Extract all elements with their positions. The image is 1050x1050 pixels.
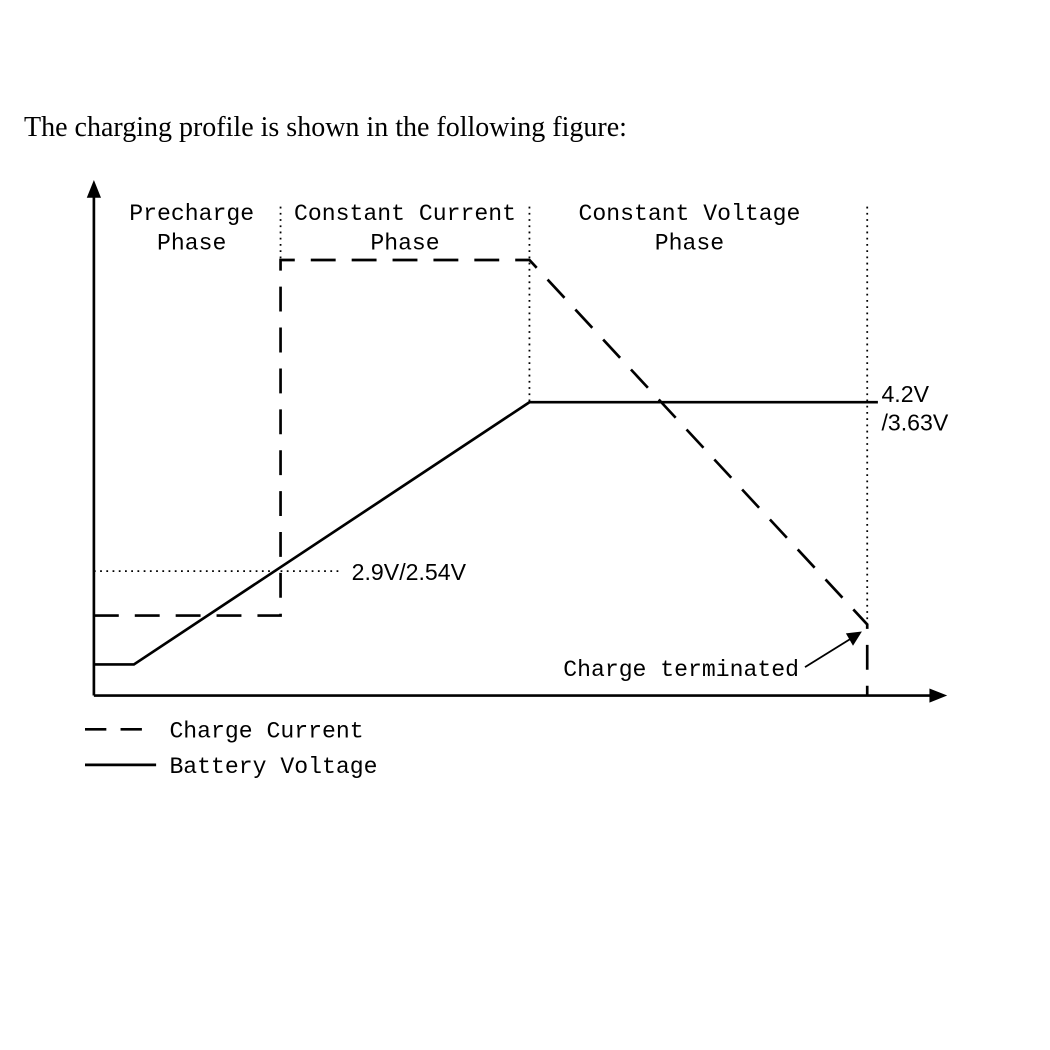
- low-voltage-label: 2.9V/2.54V: [352, 559, 467, 585]
- chart-svg: Precharge Phase Constant Current Phase C…: [30, 180, 1020, 820]
- charge-current-line: [94, 260, 867, 696]
- phase3-label-line2: Phase: [655, 230, 724, 256]
- legend-current-label: Charge Current: [169, 718, 363, 744]
- phase2-label-line1: Constant Current: [294, 201, 516, 227]
- phase1-label-line2: Phase: [157, 230, 226, 256]
- charge-terminated-arrow-head: [846, 632, 862, 646]
- high-voltage-label2: /3.63V: [881, 410, 948, 436]
- charge-terminated-label: Charge terminated: [563, 657, 799, 683]
- chart-container: Precharge Phase Constant Current Phase C…: [30, 180, 1020, 820]
- y-axis-arrow: [87, 180, 101, 198]
- legend-voltage-label: Battery Voltage: [169, 754, 377, 780]
- battery-voltage-line: [94, 402, 878, 664]
- high-voltage-label1: 4.2V: [881, 381, 929, 407]
- x-axis-arrow: [929, 688, 947, 702]
- phase1-label-line1: Precharge: [129, 201, 254, 227]
- phase3-label-line1: Constant Voltage: [578, 201, 800, 227]
- charge-terminated-arrow-line: [805, 635, 857, 667]
- figure-caption: The charging profile is shown in the fol…: [24, 112, 627, 144]
- phase2-label-line2: Phase: [370, 230, 439, 256]
